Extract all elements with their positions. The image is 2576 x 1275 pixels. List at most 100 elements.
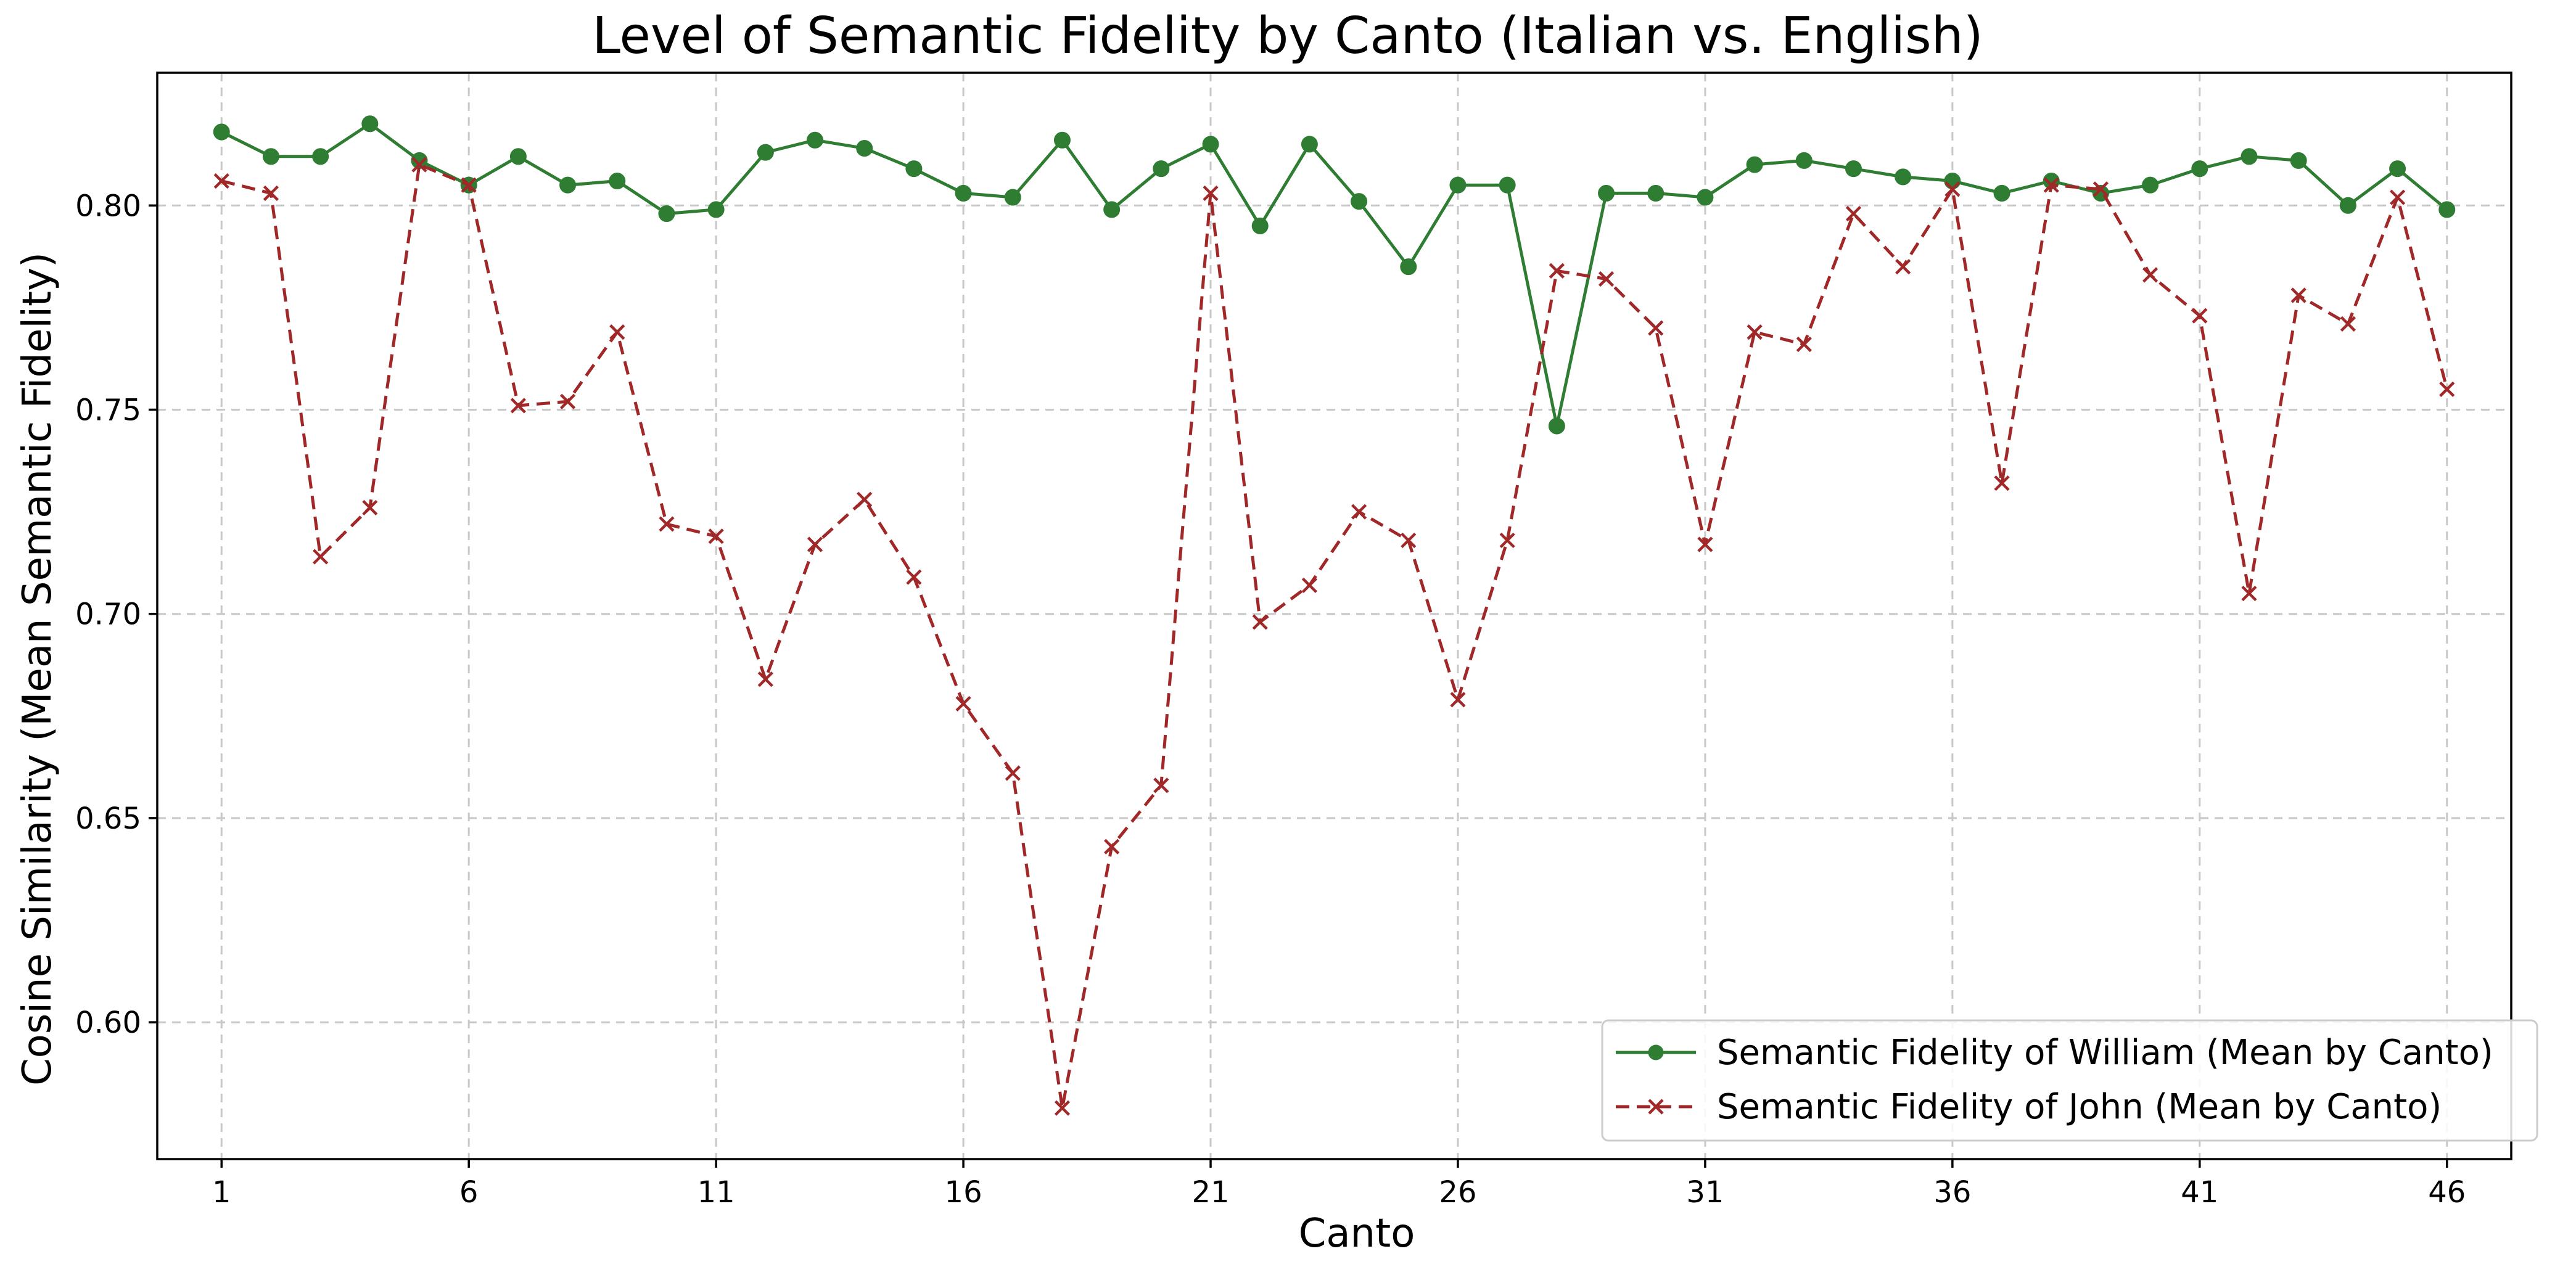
y-tick-label: 0.65 [75,801,141,836]
data-point [1697,536,1713,552]
data-point [905,160,923,178]
y-axis-label: Cosine Similarity (Mean Semantic Fidelit… [15,252,60,1086]
data-point [509,148,527,165]
y-tick-label: 0.60 [75,1006,141,1040]
data-point [262,148,279,165]
data-point [1004,189,1021,206]
data-point [1747,324,1763,340]
data-point [559,176,577,194]
data-point [2142,176,2159,194]
legend-box [1601,1019,2538,1142]
data-point [2241,585,2257,602]
data-point [312,148,329,165]
data-point [1005,765,1021,781]
data-point [1251,217,1269,234]
data-point [263,185,279,202]
data-point [2290,287,2306,303]
y-tick-label: 0.75 [75,393,141,427]
data-point [1252,614,1268,630]
data-point [1746,156,1763,173]
x-tick-label: 26 [1439,1175,1476,1210]
data-point [1450,692,1466,708]
series-layer [213,115,2456,1116]
data-point [707,201,725,218]
legend-label: Semantic Fidelity of John (Mean by Canto… [1717,1087,2442,1127]
data-point [1598,184,1615,202]
data-point [313,549,329,565]
data-point [906,569,922,585]
x-tick-label: 41 [2181,1175,2218,1210]
data-point [461,177,477,193]
data-point [1400,258,1417,276]
data-point [1795,152,1813,169]
legend: Semantic Fidelity of William (Mean by Ca… [1601,1019,2538,1142]
data-point [1648,320,1664,336]
data-point [1548,417,1565,435]
data-point [510,398,526,414]
data-point [362,499,378,516]
data-point [559,393,576,409]
x-tick-label: 21 [1191,1175,1229,1210]
series-1 [213,115,2456,435]
y-tick-label: 0.80 [75,189,141,223]
data-point [2092,181,2109,197]
data-point [1153,777,1169,793]
legend-marker [1648,1099,1664,1115]
data-point [1944,181,1961,197]
grid-layer [157,73,2511,1159]
legend-marker [1648,1044,1664,1060]
data-point [1351,504,1367,520]
x-tick-label: 6 [459,1175,479,1210]
data-point [1301,136,1318,153]
data-point [955,695,971,712]
chart-title: Level of Semantic Fidelity by Canto (Ita… [592,7,1983,65]
data-point [1203,185,1219,202]
series-line [221,122,2448,428]
axis-ticks: 1 6 11 16 21 26 31 36 41 460.600.650.700.750.80 [75,189,2466,1210]
data-point [1796,336,1812,353]
data-point [2241,148,2258,165]
data-point [361,115,379,133]
data-point [2439,381,2455,397]
data-point [1054,1100,1071,1116]
data-point [757,144,774,161]
data-point [2290,152,2307,169]
data-point [2043,177,2059,193]
data-point [1449,176,1467,194]
data-point [1153,160,1170,178]
plot-frame [156,72,2512,1160]
x-tick-label: 46 [2428,1175,2466,1210]
y-tick-label: 0.70 [75,597,141,632]
data-point [2389,189,2406,205]
data-point [2142,267,2158,283]
data-point [609,324,625,340]
data-point [1549,263,1565,279]
data-point [1944,173,1961,190]
x-tick-label: 36 [1933,1175,1971,1210]
data-point [1895,259,1911,275]
x-tick-label: 1 [212,1175,231,1210]
data-point [2192,308,2208,324]
data-point [757,671,773,687]
data-point [1993,184,2010,202]
data-point [411,157,427,173]
data-point [1104,838,1120,855]
data-point [213,123,230,141]
data-point [1647,184,1665,202]
data-point [1697,189,1714,206]
data-point [708,528,724,544]
x-axis-label: Canto [1299,1211,1415,1257]
series-line [221,163,2449,1110]
data-point [609,173,626,190]
series-2 [213,157,2455,1116]
data-point [1202,136,1219,153]
data-point [1845,205,1862,222]
data-point [2438,201,2456,218]
data-point [2191,160,2208,178]
data-point [1351,193,1368,210]
data-point [1499,176,1516,194]
data-point [807,536,823,552]
data-point [1845,160,1862,178]
